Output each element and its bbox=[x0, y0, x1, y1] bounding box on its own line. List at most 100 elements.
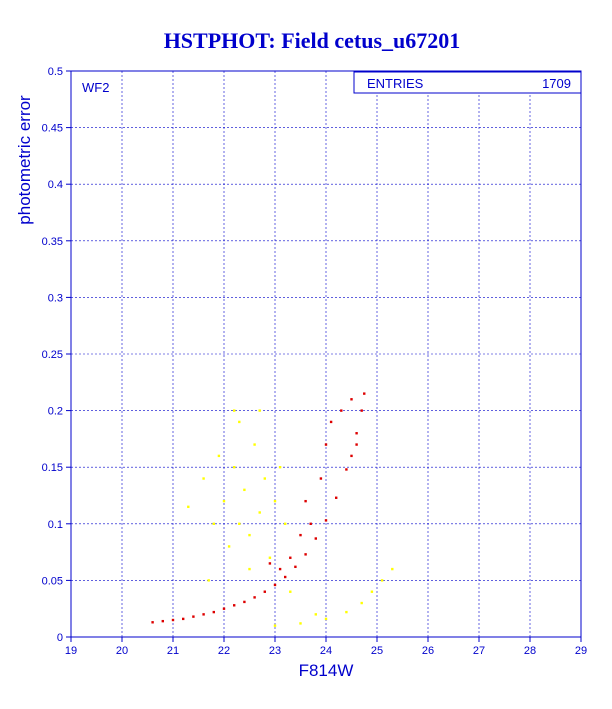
data-point bbox=[289, 556, 292, 559]
data-point bbox=[217, 454, 221, 458]
x-tick-label: 28 bbox=[524, 645, 536, 657]
data-point bbox=[202, 613, 205, 616]
x-axis-label: F814W bbox=[299, 661, 354, 680]
stats-box-label: ENTRIES bbox=[367, 76, 424, 91]
y-tick-label: 0.1 bbox=[48, 519, 63, 531]
data-point bbox=[212, 610, 215, 614]
chart-title: HSTPHOT: Field cetus_u67201 bbox=[164, 28, 461, 53]
data-point bbox=[222, 499, 226, 503]
data-point bbox=[345, 610, 348, 614]
data-point bbox=[233, 409, 236, 412]
data-point bbox=[243, 488, 246, 492]
x-tick-label: 27 bbox=[473, 645, 485, 657]
data-point bbox=[350, 454, 353, 458]
data-point bbox=[299, 622, 302, 625]
data-point bbox=[192, 615, 195, 618]
data-point bbox=[243, 600, 246, 604]
data-point bbox=[284, 522, 287, 525]
data-point bbox=[314, 613, 317, 616]
data-point bbox=[289, 590, 292, 593]
data-point bbox=[380, 579, 384, 582]
data-point bbox=[263, 590, 266, 593]
stats-box: ENTRIES 1709 bbox=[353, 71, 582, 94]
x-tick-label: 21 bbox=[167, 645, 179, 657]
y-tick-label: 0.3 bbox=[48, 292, 63, 304]
data-point bbox=[187, 505, 190, 509]
x-tick-label: 25 bbox=[371, 645, 383, 657]
data-points bbox=[151, 392, 394, 627]
stats-box-value: 1709 bbox=[542, 76, 571, 91]
data-point bbox=[345, 468, 348, 471]
x-tick-label: 22 bbox=[218, 645, 230, 657]
data-point bbox=[248, 533, 251, 537]
data-point bbox=[360, 409, 363, 412]
y-tick-label: 0 bbox=[57, 632, 63, 644]
x-tick-label: 20 bbox=[116, 645, 128, 657]
data-point bbox=[222, 607, 226, 610]
data-point bbox=[238, 420, 241, 424]
data-point bbox=[278, 567, 282, 571]
data-point bbox=[370, 590, 374, 593]
data-point bbox=[207, 579, 210, 582]
plot-frame bbox=[70, 70, 582, 638]
data-point bbox=[309, 522, 312, 525]
data-point bbox=[182, 617, 185, 621]
data-point bbox=[253, 443, 256, 446]
stats-box-frame bbox=[353, 71, 582, 94]
data-point bbox=[238, 522, 241, 525]
data-point bbox=[161, 619, 164, 623]
data-point bbox=[253, 596, 256, 599]
data-point bbox=[294, 565, 297, 569]
data-point bbox=[355, 432, 358, 435]
data-point bbox=[227, 545, 231, 548]
data-point bbox=[350, 398, 353, 401]
data-point bbox=[263, 477, 266, 480]
y-tick-label: 0.2 bbox=[48, 406, 63, 418]
y-axis-label: photometric error bbox=[15, 95, 34, 225]
data-point bbox=[304, 553, 307, 556]
data-point bbox=[233, 604, 236, 607]
data-point bbox=[324, 519, 328, 522]
data-point bbox=[151, 621, 154, 624]
panel-label: WF2 bbox=[82, 80, 109, 95]
y-tick-label: 0.4 bbox=[48, 179, 63, 191]
data-point bbox=[299, 533, 302, 537]
data-point bbox=[284, 575, 287, 579]
data-point bbox=[329, 420, 333, 424]
x-tick-label: 24 bbox=[320, 645, 332, 657]
data-point bbox=[319, 477, 323, 480]
data-point bbox=[278, 466, 282, 469]
data-point bbox=[324, 617, 328, 621]
data-point bbox=[335, 496, 338, 499]
data-point bbox=[340, 409, 343, 412]
data-point bbox=[248, 567, 251, 571]
data-point bbox=[324, 443, 328, 446]
y-tick-label: 0.05 bbox=[42, 575, 63, 587]
x-tick-label: 29 bbox=[575, 645, 587, 657]
grid bbox=[66, 70, 582, 642]
data-point bbox=[360, 601, 363, 605]
data-point bbox=[304, 499, 307, 503]
data-point bbox=[202, 477, 205, 480]
data-point bbox=[314, 537, 317, 540]
data-point bbox=[171, 618, 175, 622]
data-point bbox=[273, 583, 277, 587]
data-point bbox=[258, 511, 261, 514]
data-point bbox=[273, 499, 277, 503]
x-tick-label: 23 bbox=[269, 645, 281, 657]
data-point bbox=[212, 522, 215, 525]
data-point bbox=[233, 466, 236, 469]
y-tick-label: 0.5 bbox=[48, 66, 63, 78]
y-tick-label: 0.35 bbox=[42, 236, 63, 248]
y-tick-label: 0.45 bbox=[42, 123, 63, 135]
y-tick-label: 0.15 bbox=[42, 462, 63, 474]
x-tick-label: 19 bbox=[65, 645, 77, 657]
data-point bbox=[363, 392, 366, 395]
data-point bbox=[268, 562, 272, 565]
data-point bbox=[258, 409, 261, 412]
data-point bbox=[355, 443, 358, 446]
data-point bbox=[273, 624, 277, 627]
y-tick-label: 0.25 bbox=[42, 349, 63, 361]
tick-labels: 19 20 21 22 23 24 25 26 27 28 29 0 0.05 0.1 0.15 0.2 0.2… bbox=[42, 66, 588, 657]
